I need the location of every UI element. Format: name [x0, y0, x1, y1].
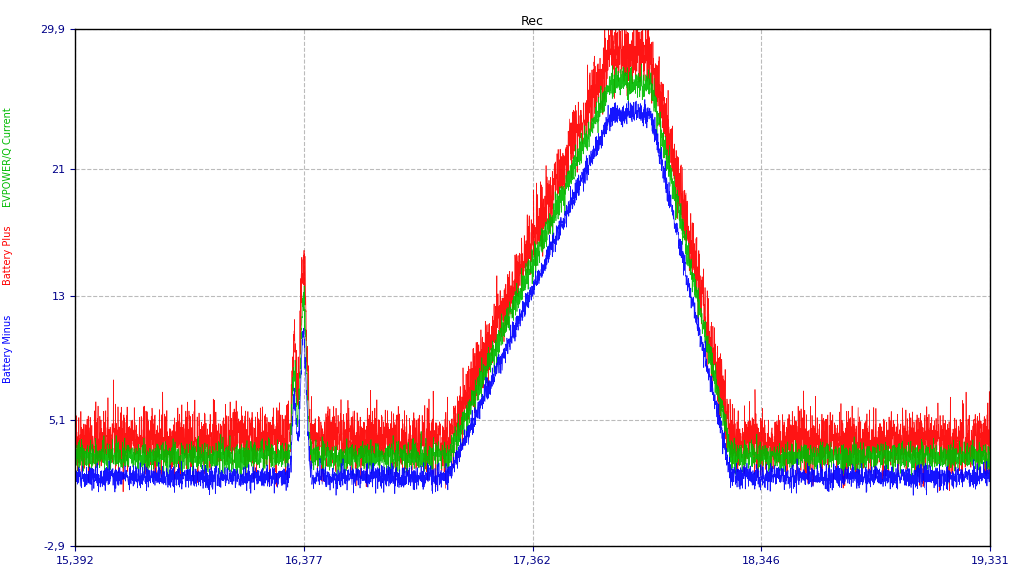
Text: Battery Minus: Battery Minus [3, 314, 13, 383]
Title: Rec: Rec [521, 15, 544, 28]
Text: Battery Plus: Battery Plus [3, 226, 13, 285]
Text: EVPOWER/Q Current: EVPOWER/Q Current [3, 107, 13, 207]
